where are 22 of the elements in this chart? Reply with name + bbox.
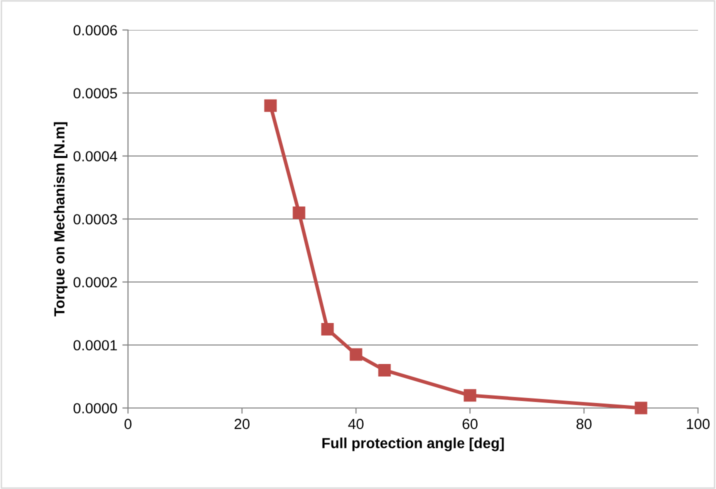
point bbox=[464, 389, 476, 402]
y-tick-label: 0.0005 bbox=[74, 88, 117, 98]
x-tick-label: 80 bbox=[576, 418, 592, 430]
y-tick-label: 0.0003 bbox=[74, 214, 117, 224]
y-tick-label: 0.0004 bbox=[74, 151, 118, 162]
x-axis-title: Full protection angle [deg] bbox=[322, 438, 504, 452]
y-tick-label: 0.0001 bbox=[74, 340, 117, 350]
y-tick-label: 0.0002 bbox=[74, 277, 117, 288]
y-tick-label: 0.0000 bbox=[74, 403, 118, 414]
x-tick-label: 100 bbox=[686, 418, 710, 430]
point bbox=[321, 323, 334, 336]
point bbox=[292, 206, 306, 219]
point bbox=[378, 364, 391, 376]
x-tick-label: 60 bbox=[462, 418, 478, 430]
point bbox=[264, 99, 277, 112]
y-axis-title: Torque on Mechanism [N.m] bbox=[54, 122, 68, 316]
x-tick-label: 0 bbox=[124, 418, 132, 430]
y-tick-label: 0.0006 bbox=[74, 25, 117, 36]
point bbox=[350, 348, 362, 361]
x-tick-label: 20 bbox=[234, 418, 250, 430]
point bbox=[634, 402, 648, 414]
x-tick-label: 40 bbox=[348, 418, 364, 430]
